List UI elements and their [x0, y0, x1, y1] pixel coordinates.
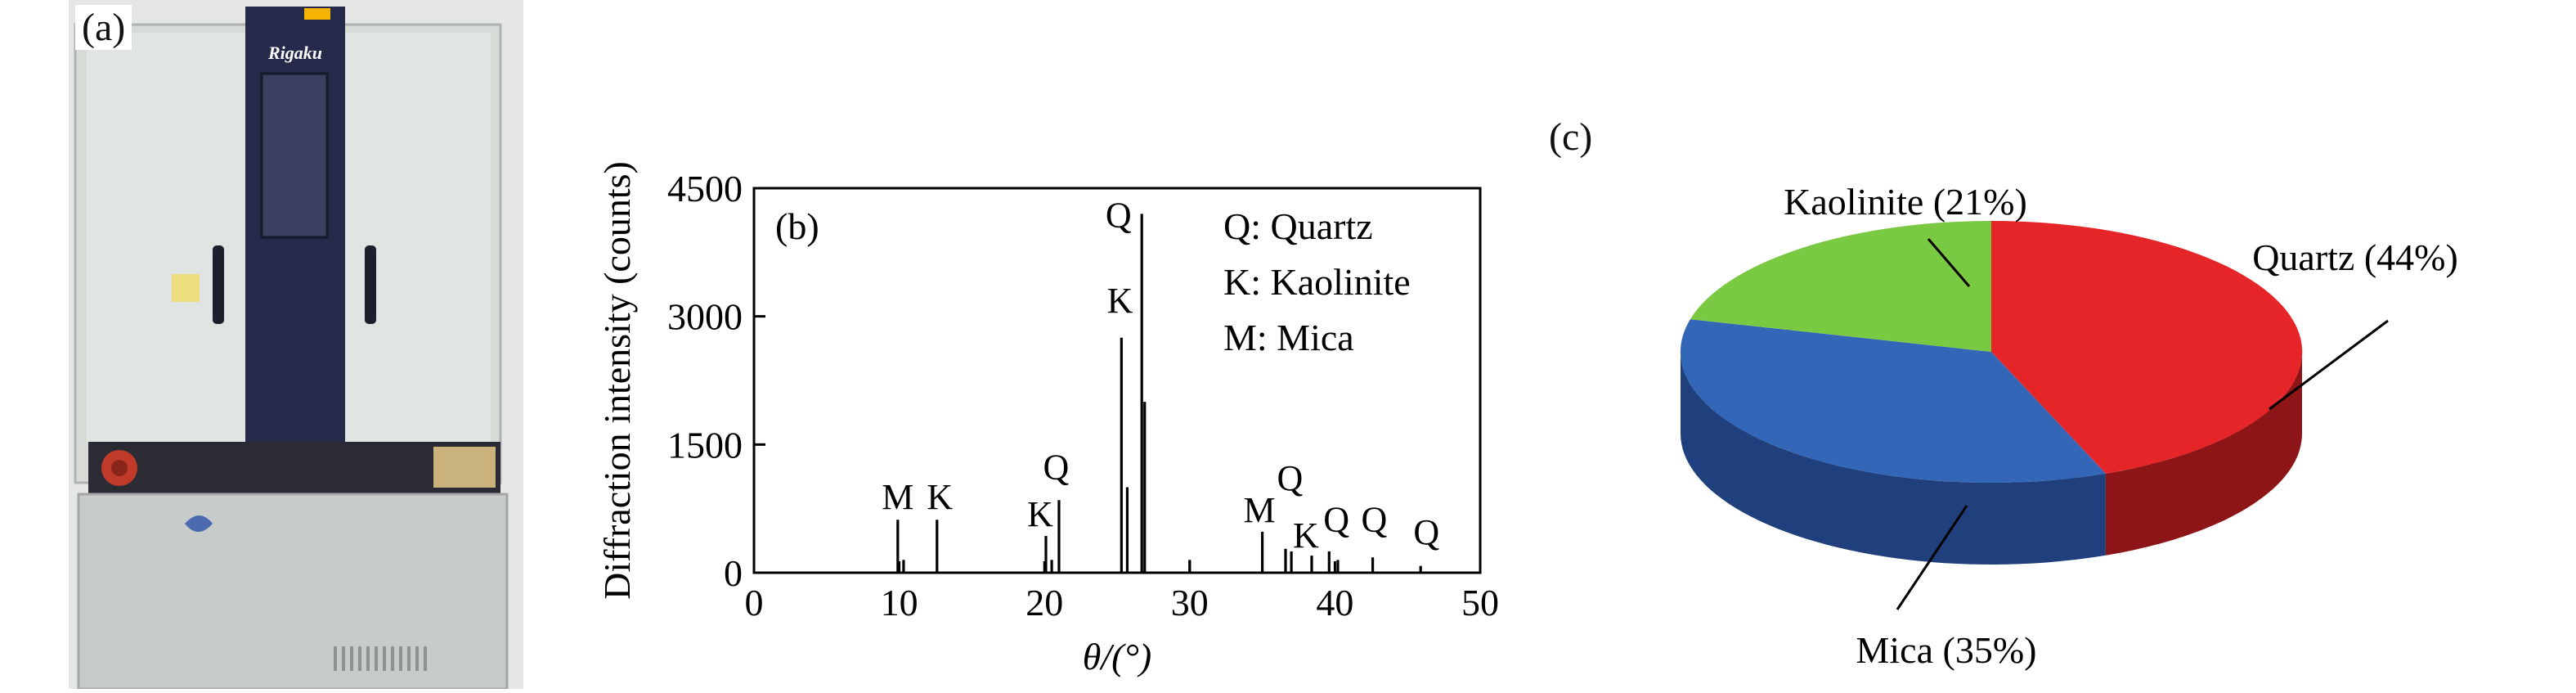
- xrd-chart-svg: 0 10 20 30 40 50 0 1500 3000 4500 θ/(°) Diffraction…: [596, 161, 1499, 677]
- panel-a-label: (a): [75, 5, 132, 50]
- panel-b-xrd-chart: 0 10 20 30 40 50 0 1500 3000 4500 θ/(°) Diffraction…: [572, 0, 1537, 689]
- panel-a-photo: Rigaku (a): [0, 0, 523, 691]
- y-tick-label: 1500: [667, 424, 743, 466]
- x-tick-label: 50: [1461, 582, 1499, 623]
- peak-annotation: K: [1027, 494, 1053, 534]
- y-axis-label: Diffraction intensity (counts): [596, 161, 638, 600]
- peak-annotation: K: [927, 477, 953, 517]
- panel-c-label: (c): [1549, 115, 1593, 159]
- pie-slice: [1680, 319, 2106, 484]
- peak-annotation: M: [882, 477, 913, 517]
- pie-leader-line: [2269, 319, 2389, 411]
- pie-side-face: [2105, 352, 2302, 556]
- x-tick-label: 20: [1025, 582, 1063, 623]
- y-tick-label: 4500: [667, 168, 743, 209]
- pie-slice-label: Quartz (44%): [2252, 236, 2458, 278]
- plot-frame: [752, 187, 1482, 574]
- pie-side-face: [1681, 352, 2106, 565]
- pie-slice-label: Mica (35%): [1856, 629, 2037, 671]
- panel-c-pie-chart: (c) Quartz (44%) Mica (35%) Kaolinite (21%…: [1537, 0, 2576, 689]
- peak-annotation: Q: [1413, 512, 1439, 552]
- pie-slice: [1991, 220, 2303, 474]
- peak-annotation: Q: [1277, 458, 1303, 498]
- pie-leader-line: [1927, 238, 1971, 287]
- panel-b-label: (b): [775, 205, 819, 247]
- pie-slice-label: Kaolinite (21%): [1784, 181, 2027, 223]
- pie-leader-line: [1896, 505, 1968, 610]
- peak-annotation: Q: [1361, 499, 1387, 539]
- xrd-instrument-illustration: Rigaku: [69, 0, 523, 691]
- peak-annotation: K: [1107, 281, 1133, 321]
- legend-entry: M: Mica: [1223, 317, 1354, 358]
- peak-annotation: Q: [1323, 499, 1349, 539]
- peak-annotation: K: [1293, 515, 1319, 556]
- x-axis-label: θ/(°): [1083, 636, 1151, 677]
- peak-annotation: Q: [1106, 195, 1132, 235]
- x-tick-label: 30: [1171, 582, 1209, 623]
- x-tick-label: 0: [745, 582, 764, 623]
- y-tick-label: 0: [724, 552, 743, 594]
- pie-slice: [1690, 221, 1991, 352]
- x-tick-label: 40: [1316, 582, 1353, 623]
- y-tick-label: 3000: [667, 296, 743, 338]
- peak-annotation: Q: [1043, 448, 1070, 488]
- pie-chart-svg: Quartz (44%) Mica (35%) Kaolinite (21%): [1680, 181, 2458, 671]
- legend-entry: K: Kaolinite: [1223, 261, 1411, 303]
- instrument-brand: Rigaku: [267, 43, 322, 63]
- x-tick-label: 10: [881, 582, 918, 623]
- legend-entry: Q: Quartz: [1223, 205, 1373, 247]
- peak-annotation: M: [1243, 490, 1275, 530]
